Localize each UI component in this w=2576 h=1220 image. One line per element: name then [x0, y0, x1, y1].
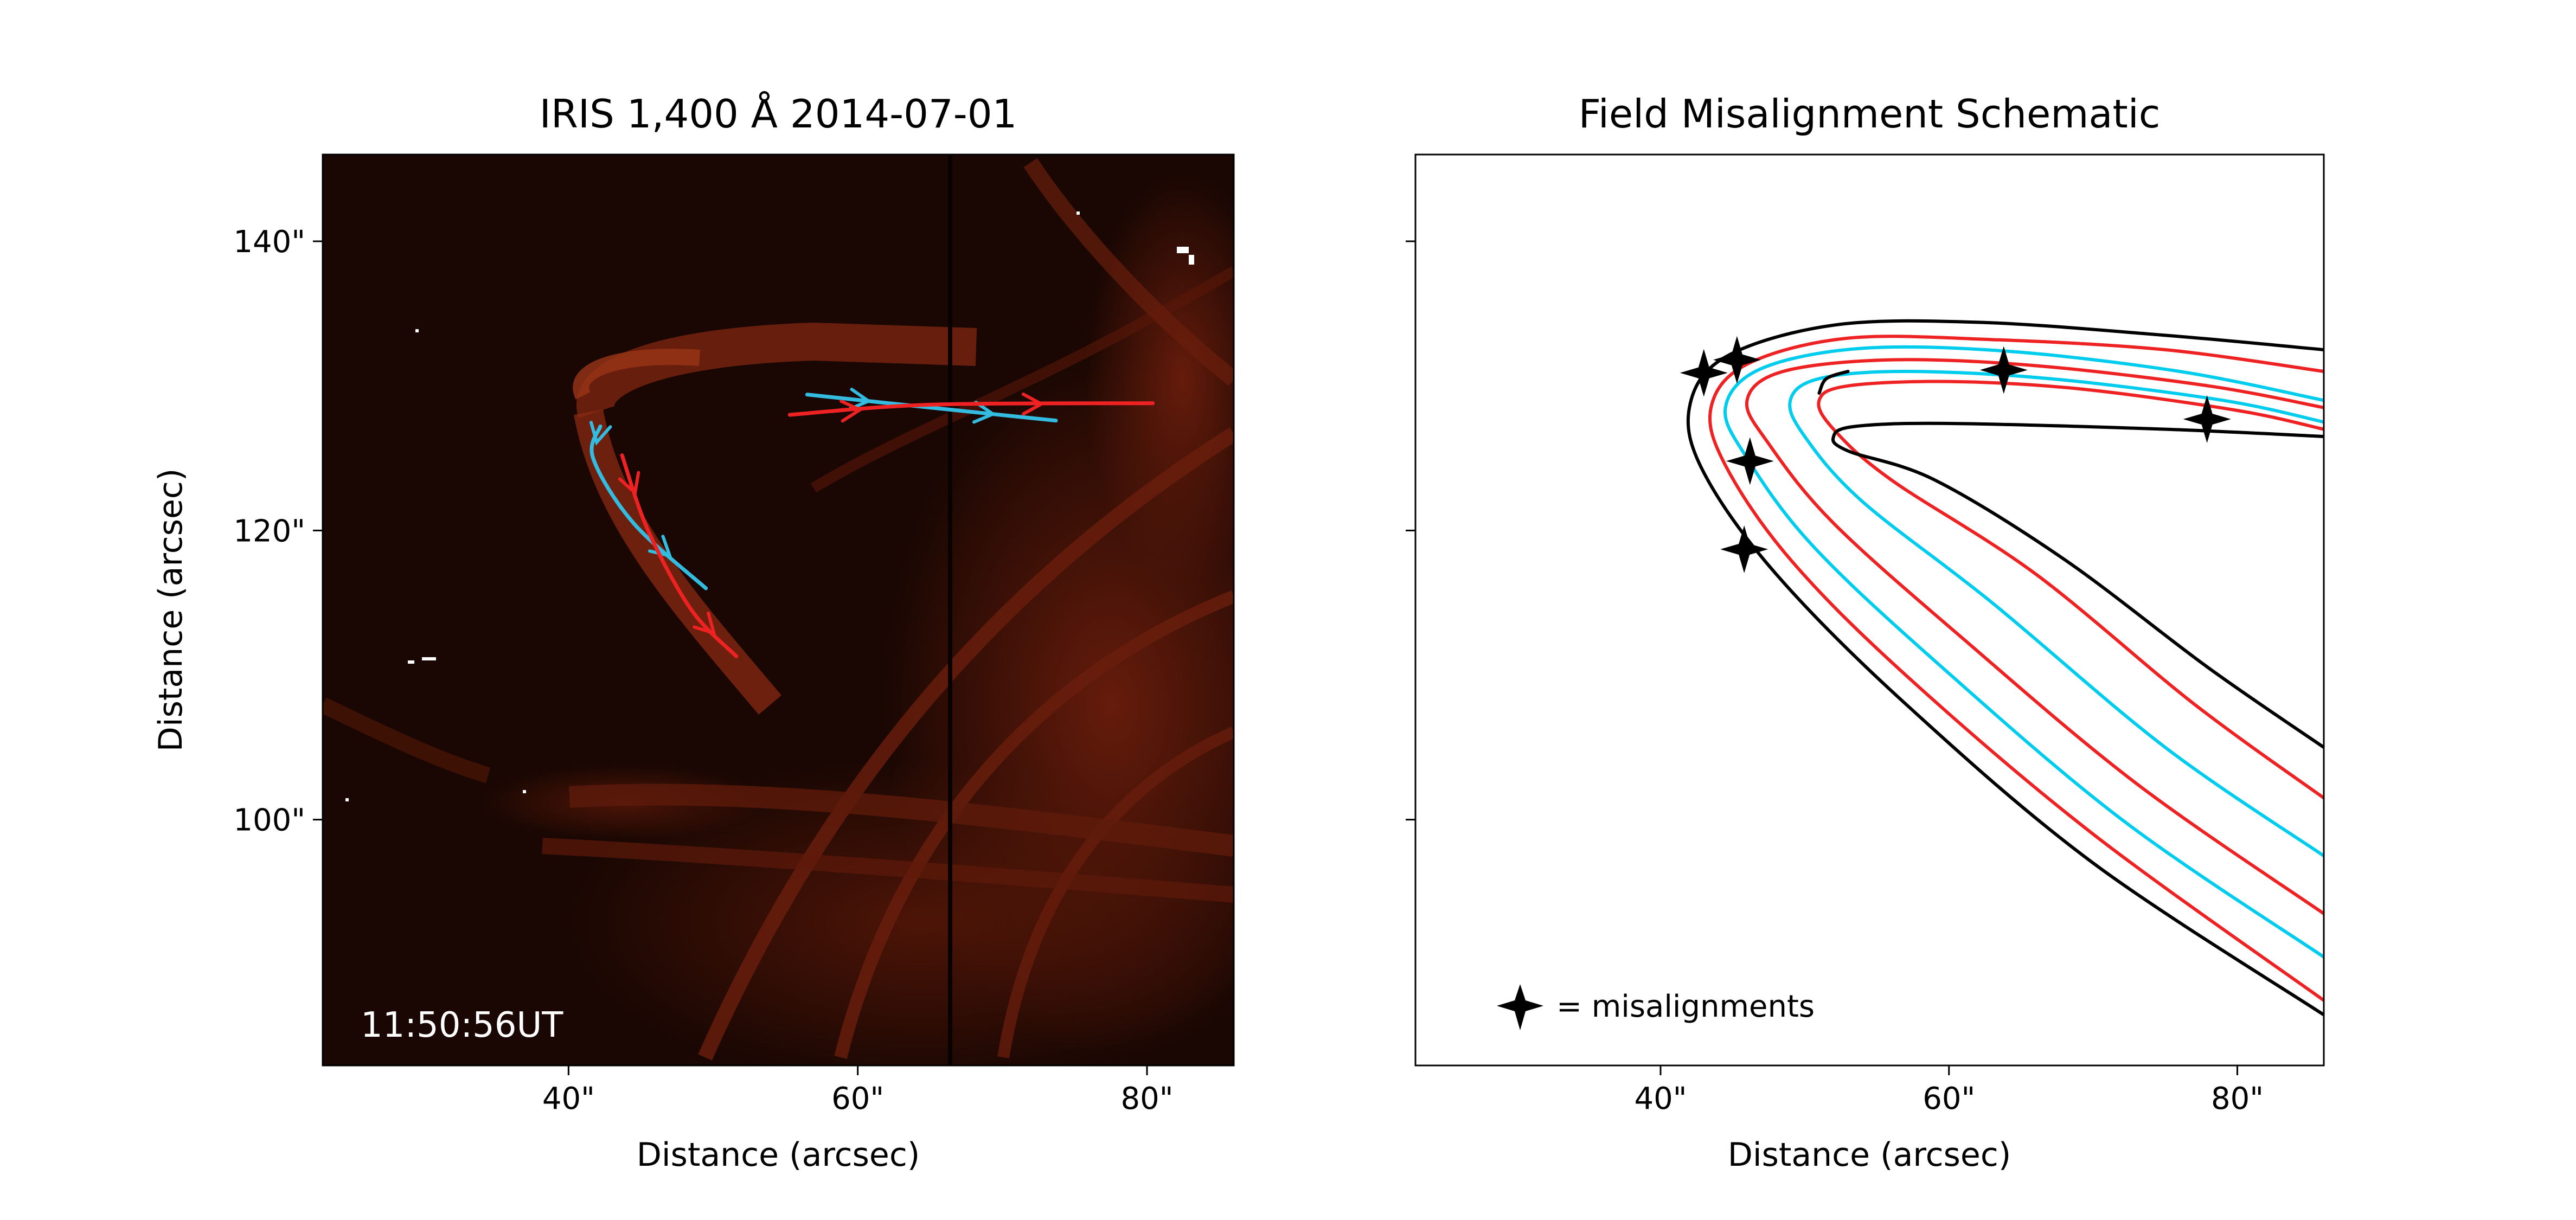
- x-tick-label: 80": [1120, 1081, 1173, 1116]
- field-line-red-2: [1745, 358, 2324, 915]
- arrowhead-mark: [693, 612, 716, 636]
- schematic-background: [1415, 155, 2324, 1065]
- arrowhead-mark: [618, 471, 640, 496]
- field-lines: [1686, 319, 2324, 1017]
- x-tick-label: 80": [2211, 1081, 2264, 1116]
- arrowhead-mark: [648, 535, 672, 558]
- legend: = misalignments: [1497, 984, 1815, 1030]
- field-line-red-1: [1708, 335, 2324, 1002]
- x-tick-label: 60": [831, 1081, 884, 1116]
- y-tick-label: 100": [233, 803, 305, 838]
- x-tick-label: 60": [1923, 1081, 1975, 1116]
- field-line-inner-black: [1831, 421, 2324, 749]
- misalignment-star-icon: [2183, 395, 2231, 443]
- legend-label: = misalignments: [1556, 989, 1815, 1024]
- field-line-cyan-1: [1723, 345, 2324, 959]
- misalignment-star-icon: [1979, 346, 2028, 394]
- x-tick-label: 40": [1634, 1081, 1687, 1116]
- left-x-axis-label: Distance (arcsec): [637, 1136, 920, 1174]
- right-panel-title: Field Misalignment Schematic: [1579, 91, 2161, 137]
- image-texture: [323, 155, 1234, 1065]
- left-y-ticks: 100" 120" 140": [233, 224, 323, 838]
- misalignment-star-icon: [1720, 525, 1768, 573]
- misalignment-markers: [1680, 336, 2231, 573]
- y-tick-label: 120": [233, 513, 305, 549]
- left-panel-title: IRIS 1,400 Å 2014-07-01: [540, 91, 1017, 137]
- arrow-red: [787, 401, 1155, 417]
- arrow-red: [620, 453, 739, 658]
- schematic-panel: Field Misalignment Schematic = misalignm…: [1406, 91, 2325, 1174]
- field-line-cyan-2: [1788, 369, 2324, 858]
- arrow-cyan: [805, 393, 1058, 423]
- y-tick-label: 140": [233, 224, 305, 260]
- right-axes-frame: [1414, 153, 2325, 1067]
- x-tick-label: 40": [542, 1081, 595, 1116]
- arrowhead-mark: [840, 399, 863, 423]
- right-x-axis-label: Distance (arcsec): [1728, 1136, 2011, 1174]
- timestamp-label: 11:50:56UT: [361, 1005, 563, 1045]
- field-line-inner-black-hook: [1817, 370, 1850, 395]
- legend-star-icon: [1497, 984, 1543, 1030]
- field-line-red-3: [1817, 380, 2324, 800]
- arrowhead-mark: [589, 421, 612, 446]
- misalignment-star-icon: [1680, 349, 1728, 397]
- arrowhead-mark: [1021, 392, 1045, 416]
- iris-image-panel: IRIS 1,400 Å 2014-07-01: [152, 91, 1235, 1174]
- misalignment-star-icon: [1726, 437, 1774, 485]
- misalignment-star-icon: [1713, 336, 1761, 384]
- left-x-ticks: 40" 60" 80": [542, 1065, 1174, 1116]
- left-axes-frame: [322, 153, 1235, 1067]
- arrow-cyan: [589, 424, 708, 590]
- right-y-ticks: [1406, 240, 1415, 821]
- field-line-outer-black: [1686, 319, 2324, 1017]
- right-x-ticks: 40" 60" 80": [1634, 1065, 2264, 1116]
- arrowhead-mark: [972, 401, 997, 424]
- left-y-axis-label: Distance (arcsec): [152, 468, 190, 752]
- flow-arrows: [589, 388, 1155, 658]
